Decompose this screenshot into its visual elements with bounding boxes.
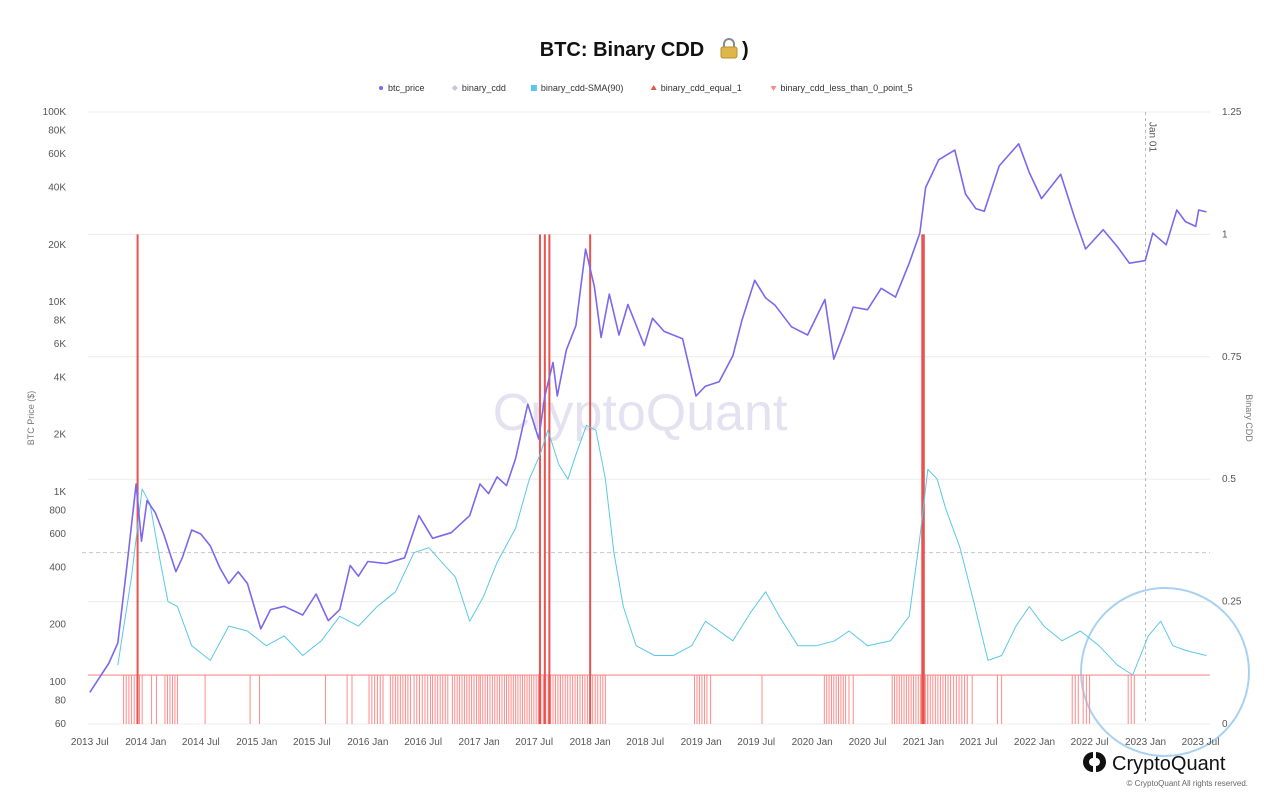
legend-item[interactable]: binary_cdd [451, 83, 506, 93]
left-tick-label: 80K [48, 125, 66, 136]
left-tick-label: 8K [54, 315, 67, 326]
copyright-text: © CryptoQuant All rights reserved. [1127, 779, 1249, 788]
legend-label: binary_cdd_equal_1 [661, 83, 742, 93]
right-tick-label: 0 [1222, 719, 1228, 730]
x-tick-label: 2023 Jan [1125, 737, 1166, 748]
right-tick-label: 0.25 [1222, 597, 1242, 608]
left-tick-label: 100 [49, 677, 66, 688]
cryptoquant-logo-icon [1083, 752, 1106, 772]
legend-label: binary_cdd [462, 83, 506, 93]
left-tick-label: 100K [43, 107, 67, 118]
x-tick-label: 2015 Jul [293, 737, 331, 748]
x-tick-label: 2017 Jul [515, 737, 553, 748]
right-tick-label: 1.25 [1222, 107, 1242, 118]
left-tick-label: 40K [48, 183, 66, 194]
legend-item[interactable]: btc_price [379, 83, 425, 93]
left-tick-label: 200 [49, 620, 66, 631]
left-tick-label: 600 [49, 529, 66, 540]
brand-name: CryptoQuant [1112, 753, 1226, 775]
left-tick-label: 4K [54, 373, 67, 384]
left-tick-label: 10K [48, 297, 66, 308]
legend-item[interactable]: binary_cdd-SMA(90) [530, 83, 624, 93]
legend-square-icon [530, 85, 537, 91]
left-tick-label: 2K [54, 430, 67, 441]
x-tick-label: 2021 Jul [960, 737, 998, 748]
x-tick-label: 2016 Jul [404, 737, 442, 748]
x-tick-label: 2014 Jul [182, 737, 220, 748]
cdd-sma-line [117, 424, 1207, 676]
x-tick-label: 2020 Jul [849, 737, 887, 748]
legend[interactable]: btc_price binary_cdd binary_cdd-SMA(90) bin… [379, 83, 913, 93]
lines-layer [89, 143, 1207, 693]
lock-icon [720, 38, 738, 59]
right-axis-title: Binary CDD [1244, 394, 1254, 442]
left-tick-label: 1K [54, 487, 67, 498]
right-tick-label: 0.5 [1222, 474, 1236, 485]
legend-label: binary_cdd_less_than_0_point_5 [781, 83, 913, 93]
x-tick-label: 2015 Jan [236, 737, 277, 748]
legend-label: btc_price [388, 83, 425, 93]
title-paren-close: ) [742, 39, 749, 61]
legend-label: binary_cdd-SMA(90) [541, 83, 624, 93]
legend-dot-icon [379, 86, 383, 90]
legend-triangle-down-icon [770, 86, 777, 91]
x-tick-label: 2018 Jan [570, 737, 611, 748]
x-tick-label: 2020 Jan [792, 737, 833, 748]
x-tick-label: 2023 Jul [1182, 737, 1220, 748]
grid-layer [82, 111, 1250, 757]
left-axis-title: BTC Price ($) [26, 391, 36, 446]
legend-item[interactable]: binary_cdd_equal_1 [650, 83, 742, 93]
brand-group: CryptoQuant © CryptoQuant All rights res… [1083, 752, 1248, 788]
x-tick-label: 2013 Jul [71, 737, 109, 748]
axes-layer: 1.25 1 0.75 0.5 0.25 0 100K 80K 60K 40K 20K 10K 8K 6K… [26, 107, 1254, 748]
x-tick-label: 2014 Jan [125, 737, 166, 748]
chart-title: BTC: Binary CDD [540, 39, 704, 61]
title-group: BTC: Binary CDD ) [540, 38, 749, 61]
x-tick-label: 2019 Jul [737, 737, 775, 748]
x-tick-label: 2022 Jul [1071, 737, 1109, 748]
left-tick-label: 6K [54, 339, 67, 350]
left-tick-label: 60 [55, 719, 67, 730]
left-tick-label: 400 [49, 562, 66, 573]
left-tick-label: 20K [48, 240, 66, 251]
legend-triangle-up-icon [650, 85, 657, 90]
x-tick-label: 2022 Jan [1014, 737, 1055, 748]
btc-price-line [89, 143, 1207, 693]
legend-item[interactable]: binary_cdd_less_than_0_point_5 [770, 83, 913, 93]
right-tick-label: 0.75 [1222, 352, 1242, 363]
x-tick-label: 2019 Jan [681, 737, 722, 748]
legend-diamond-icon [451, 85, 458, 91]
bars-layer [88, 234, 1210, 724]
x-tick-label: 2021 Jan [903, 737, 944, 748]
x-tick-label: 2016 Jan [347, 737, 388, 748]
left-tick-label: 800 [49, 505, 66, 516]
highlight-circle [1080, 587, 1250, 757]
left-tick-label: 60K [48, 149, 66, 160]
right-tick-label: 1 [1222, 229, 1228, 240]
left-tick-label: 80 [55, 695, 67, 706]
crosshair-label: Jan 01 [1147, 122, 1158, 152]
x-tick-label: 2017 Jan [459, 737, 500, 748]
x-tick-label: 2018 Jul [626, 737, 664, 748]
